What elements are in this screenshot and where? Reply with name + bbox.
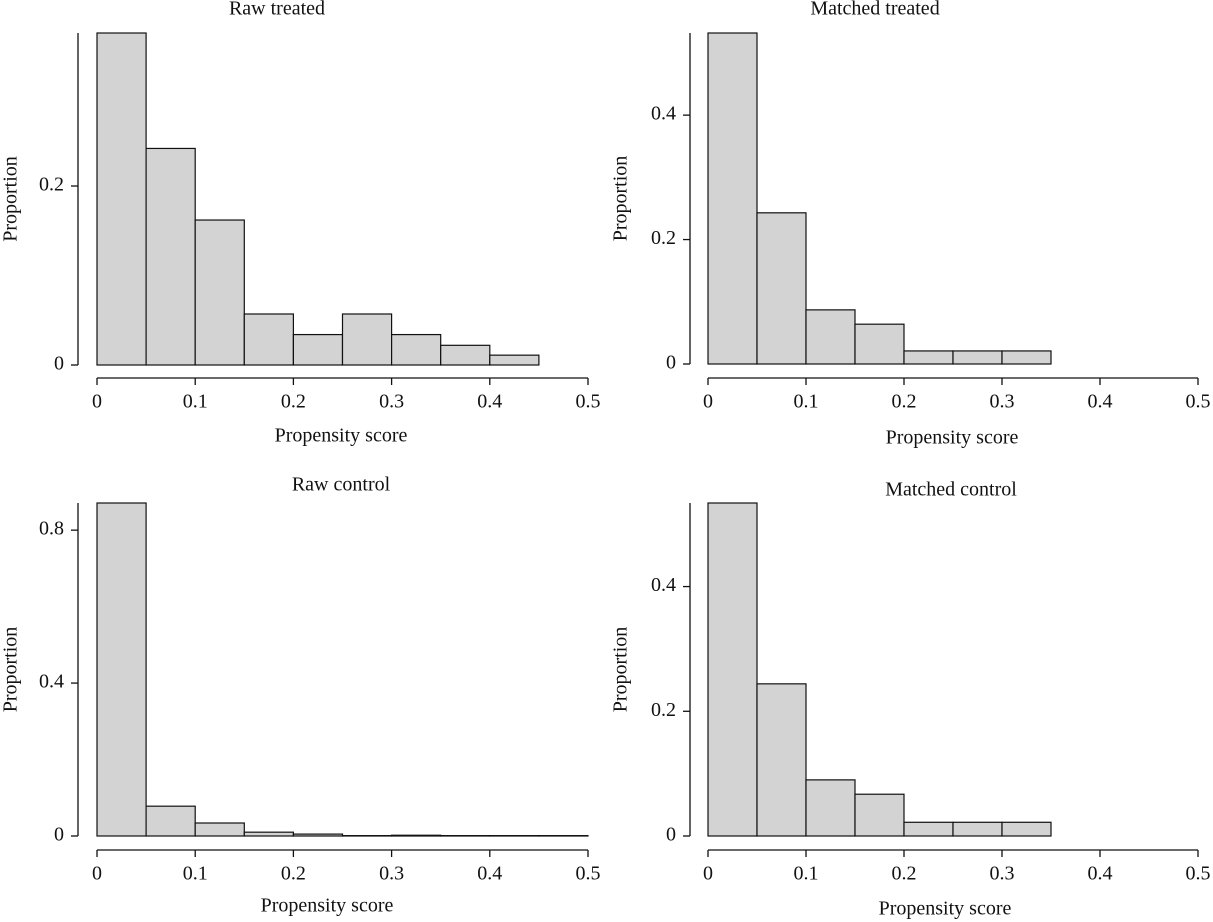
x-tick-label: 0.2 bbox=[892, 863, 917, 885]
x-tick-label: 0.4 bbox=[477, 863, 502, 885]
y-tick-label: 0 bbox=[54, 353, 64, 375]
bar bbox=[952, 350, 1003, 365]
y-tick-label: 0 bbox=[54, 824, 64, 846]
y-tick-label: 0.2 bbox=[39, 174, 64, 196]
x-tick-label: 0.5 bbox=[576, 391, 601, 413]
bar bbox=[341, 313, 393, 366]
x-axis-label: Propensity score bbox=[886, 427, 1019, 449]
bar bbox=[292, 833, 344, 837]
bar bbox=[1001, 350, 1052, 365]
x-tick-label: 0.2 bbox=[281, 863, 306, 885]
x-tick-label: 0.3 bbox=[379, 863, 404, 885]
x-axis-label: Propensity score bbox=[879, 898, 1012, 920]
x-tick-label: 0.5 bbox=[1186, 391, 1211, 413]
y-axis-label: Proportion bbox=[610, 627, 632, 713]
chart-title: Raw control bbox=[292, 474, 391, 496]
chart-title: Raw treated bbox=[229, 0, 325, 20]
x-tick-label: 0.1 bbox=[794, 863, 819, 885]
y-tick-label: 0.2 bbox=[651, 227, 676, 249]
x-tick-label: 0.2 bbox=[281, 391, 306, 413]
bar bbox=[1001, 821, 1052, 837]
x-tick-label: 0.4 bbox=[477, 391, 502, 413]
bar bbox=[707, 32, 758, 365]
x-tick-label: 0.4 bbox=[1088, 863, 1113, 885]
x-axis-label: Propensity score bbox=[275, 425, 408, 447]
chart-title: Matched treated bbox=[810, 0, 939, 20]
y-tick-label: 0.4 bbox=[39, 671, 64, 693]
y-tick-label: 0.8 bbox=[39, 518, 64, 540]
bar bbox=[952, 821, 1003, 837]
x-tick-label: 0.5 bbox=[1186, 863, 1211, 885]
bar bbox=[391, 333, 442, 366]
x-tick-label: 0.5 bbox=[576, 863, 601, 885]
y-tick-label: 0.4 bbox=[651, 103, 676, 125]
x-tick-label: 0.1 bbox=[183, 391, 208, 413]
bar bbox=[96, 32, 147, 366]
y-tick-label: 0.4 bbox=[651, 574, 676, 596]
y-axis-label: Proportion bbox=[0, 627, 22, 713]
chart-title: Matched control bbox=[885, 479, 1017, 501]
y-axis-label: Proportion bbox=[0, 156, 22, 242]
bar bbox=[292, 333, 344, 366]
bar bbox=[96, 502, 147, 837]
bar bbox=[145, 147, 196, 366]
bar bbox=[805, 779, 856, 837]
bar bbox=[854, 793, 905, 837]
bar bbox=[854, 323, 905, 365]
x-tick-label: 0.3 bbox=[990, 863, 1015, 885]
y-tick-label: 0 bbox=[666, 824, 676, 846]
x-tick-label: 0 bbox=[92, 391, 102, 413]
x-tick-label: 0.3 bbox=[990, 391, 1015, 413]
x-tick-label: 0.1 bbox=[794, 391, 819, 413]
bar bbox=[243, 313, 295, 366]
bar bbox=[903, 821, 954, 837]
x-axis-label: Propensity score bbox=[261, 895, 394, 917]
bar bbox=[243, 831, 295, 837]
bar bbox=[194, 822, 245, 837]
bar bbox=[391, 834, 442, 837]
x-tick-label: 0.3 bbox=[379, 391, 404, 413]
bar bbox=[756, 683, 807, 837]
bar bbox=[707, 502, 758, 837]
bar bbox=[440, 344, 491, 366]
bar bbox=[756, 212, 807, 365]
y-axis-label: Proportion bbox=[610, 156, 632, 242]
x-tick-label: 0.4 bbox=[1088, 391, 1113, 413]
bar bbox=[805, 309, 856, 365]
bar bbox=[145, 805, 196, 837]
x-tick-label: 0 bbox=[703, 391, 713, 413]
x-tick-label: 0.1 bbox=[183, 863, 208, 885]
bar bbox=[903, 350, 954, 365]
y-tick-label: 0 bbox=[666, 352, 676, 374]
x-tick-label: 0.2 bbox=[892, 391, 917, 413]
x-tick-label: 0 bbox=[703, 863, 713, 885]
y-tick-label: 0.2 bbox=[651, 699, 676, 721]
bar bbox=[194, 219, 245, 366]
x-tick-label: 0 bbox=[92, 863, 102, 885]
bar bbox=[489, 354, 540, 366]
